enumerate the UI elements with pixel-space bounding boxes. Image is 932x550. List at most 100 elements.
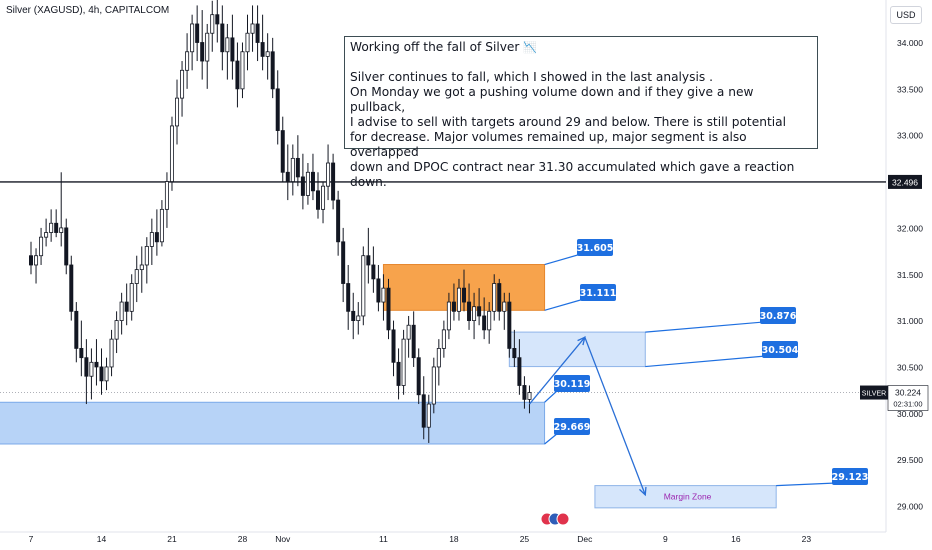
candle: [361, 246, 366, 326]
margin-zone-label: Margin Zone: [664, 492, 712, 502]
candle: [195, 5, 200, 62]
candle-body: [361, 255, 366, 317]
y-tick-label: 34.000: [897, 38, 923, 48]
x-tick-label: 7: [29, 534, 34, 544]
candle: [230, 14, 235, 80]
projection-arrowhead: [638, 486, 647, 497]
note-title-line: Working off the fall of Silver 📉: [350, 40, 812, 55]
candle: [104, 357, 109, 391]
candle-body: [129, 283, 134, 312]
candle-body: [401, 338, 406, 386]
candle: [134, 255, 139, 303]
x-tick-label: 28: [238, 534, 248, 544]
candle-body: [205, 32, 210, 62]
candle-body: [517, 357, 522, 386]
candle-body: [341, 241, 346, 284]
x-tick-label: 25: [520, 534, 530, 544]
candle: [154, 209, 159, 256]
candle-body: [356, 315, 361, 321]
candle-body: [265, 51, 270, 57]
analysis-note[interactable]: Working off the fall of Silver 📉 Silver …: [344, 36, 818, 189]
candle-body: [210, 14, 215, 34]
callout-29123-text: 29.123: [832, 472, 869, 483]
candle: [436, 339, 441, 386]
horizontal-line-price-text: 32.496: [892, 177, 918, 187]
callout-30504-text: 30.504: [762, 345, 799, 356]
candle: [84, 339, 89, 405]
candle: [517, 339, 522, 395]
candle-body: [527, 392, 532, 400]
candle: [245, 14, 250, 71]
candle-body: [321, 185, 326, 210]
candle: [482, 297, 487, 340]
callout-29669-text: 29.669: [554, 422, 591, 433]
candle: [381, 274, 386, 321]
candle: [315, 172, 320, 219]
candle-body: [477, 306, 482, 317]
candle-body: [84, 357, 89, 377]
candle: [356, 302, 361, 335]
callout-31111-pointer: [544, 298, 585, 311]
symbol-title[interactable]: Silver (XAGUSD), 4h, CAPITALCOM: [6, 5, 170, 16]
candle: [441, 320, 446, 358]
candle-body: [270, 51, 275, 90]
candle: [285, 144, 290, 201]
candle-body: [482, 315, 487, 331]
currency-button[interactable]: USD: [890, 6, 922, 24]
candle-body: [396, 361, 401, 386]
candle-body: [431, 366, 436, 405]
candle-body: [235, 60, 240, 90]
candle-body: [492, 283, 497, 312]
candle-body: [28, 255, 33, 266]
candle: [235, 42, 240, 108]
candle-body: [149, 232, 154, 247]
x-tick-label: Dec: [577, 534, 593, 544]
candle-body: [134, 269, 139, 284]
candle-body: [497, 283, 502, 312]
candle-body: [336, 199, 341, 243]
candle-body: [104, 366, 109, 382]
y-tick-label: 30.000: [897, 409, 923, 419]
x-tick-label: 18: [449, 534, 459, 544]
candle: [497, 278, 502, 321]
candle: [180, 61, 185, 117]
candle: [265, 33, 270, 80]
candle-body: [381, 287, 386, 303]
callout-30504-box: [762, 341, 798, 358]
candle-body: [351, 310, 356, 321]
candle-body: [34, 255, 39, 266]
candle: [431, 357, 436, 414]
candle-body: [512, 348, 517, 359]
candle: [275, 70, 280, 145]
candle-body: [94, 361, 99, 368]
candle-body: [280, 130, 285, 173]
candle: [492, 274, 497, 321]
candle-body: [225, 37, 230, 53]
candle-body: [275, 88, 280, 131]
candle: [205, 23, 210, 89]
candle-body: [99, 366, 104, 382]
candle: [391, 320, 396, 377]
candle: [79, 320, 84, 377]
candle-body: [200, 42, 205, 62]
candle: [250, 5, 255, 52]
candle: [507, 292, 512, 358]
candle: [502, 292, 507, 330]
candle-body: [245, 32, 250, 53]
candle: [59, 172, 64, 247]
last-price-text: 30.224: [895, 388, 921, 398]
chart-decreasing-icon: 📉: [523, 41, 538, 54]
candle-body: [507, 301, 512, 349]
candle-body: [255, 23, 260, 43]
x-tick-label: 16: [731, 534, 741, 544]
candle: [326, 144, 331, 201]
candle: [386, 278, 391, 340]
candle: [451, 283, 456, 321]
y-tick-label: 29.000: [897, 502, 923, 512]
callout-31605-pointer: [544, 253, 582, 266]
candle-body: [74, 310, 79, 349]
candle-body: [230, 37, 235, 62]
candle-body: [522, 385, 527, 400]
candle-body: [119, 301, 124, 321]
